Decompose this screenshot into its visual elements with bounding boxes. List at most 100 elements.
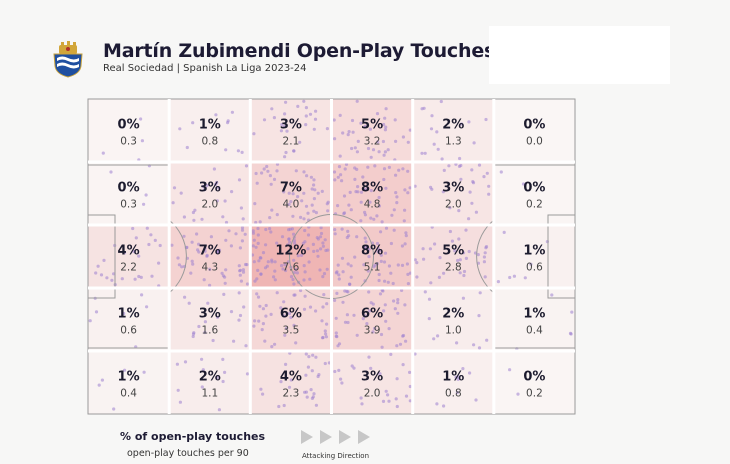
- touch-dot: [277, 404, 281, 409]
- touch-dot: [333, 137, 337, 141]
- cell-percent-label: 6%: [361, 307, 383, 322]
- touch-dot: [303, 240, 307, 244]
- touch-dot: [99, 273, 104, 277]
- chart-title: Martín Zubimendi Open-Play Touches: [103, 40, 496, 62]
- touch-dot: [326, 209, 330, 213]
- touch-dot: [381, 139, 385, 144]
- touch-dot: [240, 228, 245, 232]
- touch-dot: [396, 311, 400, 315]
- touch-dot: [394, 397, 398, 401]
- touch-dot: [245, 263, 249, 267]
- touch-dot: [384, 107, 388, 111]
- touch-dot: [396, 301, 400, 305]
- touch-dot: [303, 270, 307, 274]
- touch-dot: [269, 312, 273, 316]
- touch-dot: [223, 370, 227, 374]
- touch-dot: [337, 165, 342, 169]
- touch-dot: [386, 280, 390, 284]
- touch-dot: [392, 228, 396, 232]
- touch-dot: [387, 264, 391, 268]
- touch-dot: [291, 192, 295, 196]
- touch-dot: [282, 190, 286, 194]
- touch-dot: [355, 235, 359, 239]
- touch-dot: [364, 240, 368, 244]
- touch-dot: [214, 113, 218, 117]
- touch-dot: [137, 254, 141, 258]
- right-six-yard-box: [547, 214, 576, 299]
- touch-dot: [295, 271, 299, 275]
- touch-dot: [395, 195, 399, 199]
- cell-percent-label: 2%: [442, 118, 464, 133]
- touch-dot: [320, 319, 324, 323]
- touch-dot: [177, 263, 181, 267]
- touch-dot: [296, 195, 300, 199]
- touch-dot: [302, 191, 306, 195]
- touch-dot: [349, 208, 353, 212]
- touch-dot: [279, 129, 283, 133]
- cell-percent-label: 4%: [118, 244, 140, 259]
- touch-dot: [395, 201, 399, 205]
- touch-dot: [283, 124, 287, 128]
- touch-dot: [326, 248, 330, 252]
- touch-dot: [376, 250, 380, 254]
- touch-dot: [292, 323, 296, 327]
- cell-per90-label: 0.3: [120, 199, 137, 211]
- touch-dot: [105, 276, 109, 280]
- touch-dot: [273, 278, 277, 282]
- touch-dot: [254, 245, 258, 249]
- touch-dot: [353, 166, 357, 170]
- touch-dot: [485, 171, 489, 175]
- touch-dot: [322, 293, 326, 297]
- touch-dot: [229, 310, 234, 314]
- touch-dot: [203, 320, 207, 324]
- cell-percent-label: 4%: [280, 370, 302, 385]
- touch-dot: [308, 305, 313, 309]
- touch-dot: [304, 373, 308, 377]
- touch-dot: [436, 147, 440, 151]
- cell-per90-label: 2.8: [445, 262, 462, 274]
- touch-dot: [221, 379, 225, 384]
- touch-dot: [197, 250, 201, 254]
- touch-dot: [286, 260, 290, 264]
- touch-dot: [197, 324, 201, 329]
- touch-dot: [100, 378, 104, 382]
- touch-dot: [190, 259, 194, 263]
- touch-dot: [306, 233, 311, 237]
- cell-percent-label: 7%: [280, 181, 302, 196]
- cell-per90-label: 4.8: [364, 199, 381, 211]
- pitch-heatmap: 0% 0.3 1% 0.8 3% 2.1 5% 3.2 2% 1.3 0% 0.0 0% 0.3 3% 2.0…: [87, 98, 576, 415]
- touch-dot: [459, 177, 463, 181]
- touch-dot: [150, 274, 154, 278]
- touch-dot: [252, 324, 256, 328]
- touch-dot: [289, 378, 293, 382]
- touch-dot: [310, 187, 314, 191]
- touch-dot: [360, 402, 364, 406]
- cell-percent-label: 0%: [118, 118, 140, 133]
- touch-dot: [350, 146, 354, 151]
- touch-dot: [306, 365, 310, 369]
- touch-dot: [454, 162, 458, 166]
- touch-dot: [364, 187, 368, 191]
- touch-dot: [423, 151, 427, 155]
- touch-dot: [321, 275, 325, 279]
- touch-dot: [323, 361, 327, 366]
- cell-per90-label: 5.1: [364, 262, 381, 274]
- touch-dot: [310, 203, 314, 207]
- touch-dot: [258, 220, 262, 224]
- touch-dot: [380, 345, 384, 349]
- touch-dot: [427, 317, 431, 321]
- heatmap-cell: [412, 162, 494, 225]
- touch-dot: [356, 185, 360, 189]
- touch-dot: [502, 230, 506, 234]
- touch-dot: [499, 170, 503, 174]
- touch-dot: [253, 319, 257, 323]
- touch-dot: [191, 262, 195, 266]
- touch-dot: [435, 130, 439, 134]
- touch-dot: [447, 164, 451, 168]
- touch-dot: [415, 275, 419, 279]
- touch-dot: [252, 260, 256, 264]
- cell-per90-label: 3.9: [364, 325, 381, 337]
- cell-percent-label: 3%: [361, 370, 383, 385]
- cell-per90-label: 1.1: [201, 388, 218, 400]
- touch-dot: [420, 151, 424, 155]
